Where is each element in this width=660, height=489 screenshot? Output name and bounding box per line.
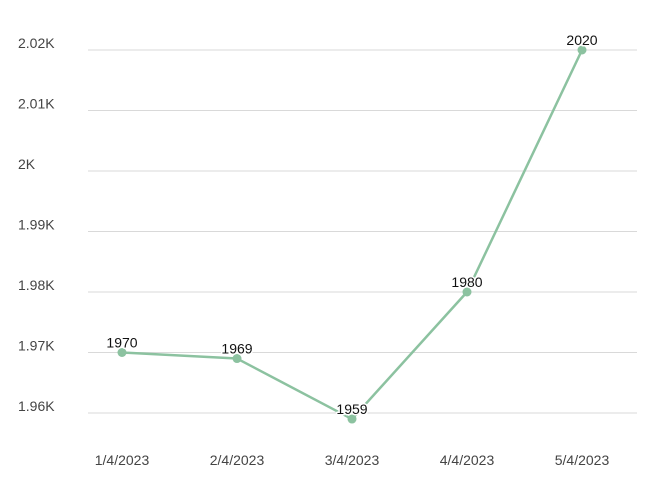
y-tick-label: 2.02K: [18, 35, 55, 51]
series-line-group: [120, 48, 584, 421]
y-tick-label: 1.99K: [18, 217, 55, 233]
data-points: [117, 45, 587, 424]
x-axis-tick-labels: 1/4/2023 2/4/2023 3/4/2023 4/4/2023 5/4/2023: [95, 452, 610, 468]
series-line: [120, 48, 584, 421]
x-tick-label: 2/4/2023: [210, 452, 265, 468]
x-tick-label: 4/4/2023: [440, 452, 495, 468]
data-point: [232, 354, 242, 364]
y-tick-label: 2.01K: [18, 96, 55, 112]
data-point: [577, 45, 587, 55]
data-point: [117, 348, 127, 357]
x-tick-label: 5/4/2023: [555, 452, 610, 468]
y-axis-tick-labels: 1.96K 1.97K 1.98K 1.99K 2K 2.01K 2.02K: [18, 35, 55, 414]
y-tick-label: 2K: [18, 156, 36, 172]
x-tick-label: 3/4/2023: [325, 452, 380, 468]
data-label: 1970: [106, 335, 137, 351]
data-label: 1959: [336, 401, 367, 417]
y-tick-label: 1.96K: [18, 398, 55, 414]
data-point: [347, 414, 357, 424]
data-point: [462, 287, 472, 297]
data-labels: 1970 1969 1959 1980 2020: [105, 31, 599, 419]
y-tick-label: 1.97K: [18, 338, 55, 354]
x-tick-label: 1/4/2023: [95, 452, 150, 468]
data-label: 1980: [451, 274, 482, 290]
gridlines: [88, 49, 637, 414]
data-label: 2020: [566, 32, 597, 48]
y-tick-label: 1.98K: [18, 277, 55, 293]
data-label: 1969: [221, 341, 252, 357]
